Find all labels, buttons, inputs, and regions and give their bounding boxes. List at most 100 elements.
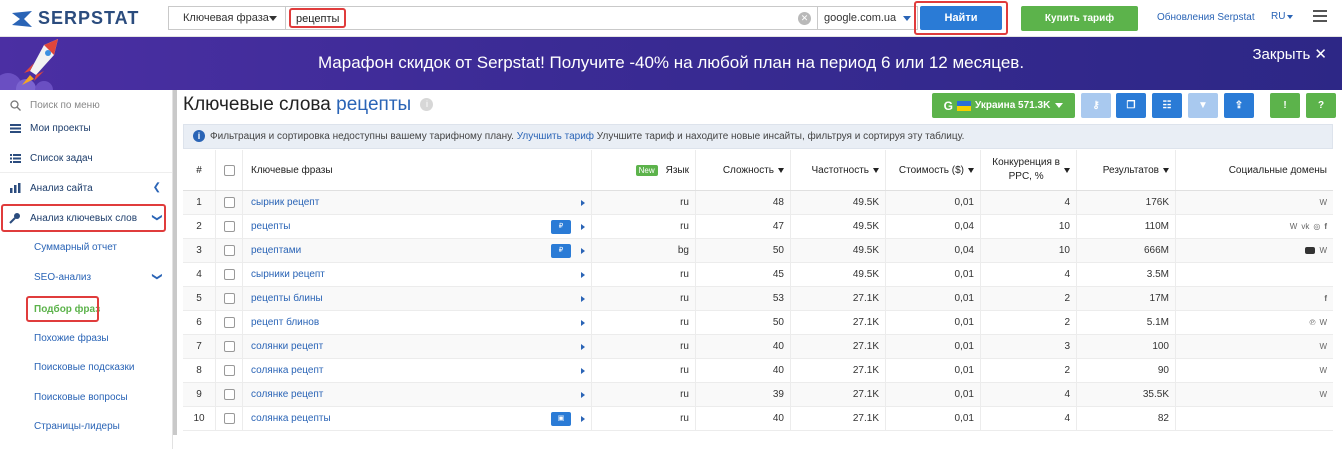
help-button[interactable]: ?	[1306, 93, 1336, 118]
wikipedia-icon[interactable]: W	[1319, 198, 1327, 207]
row-checkbox[interactable]	[223, 389, 235, 400]
wikipedia-icon[interactable]: W	[1289, 222, 1298, 231]
row-checkbox[interactable]	[223, 197, 235, 208]
instagram-icon[interactable]: ◎	[1313, 222, 1321, 231]
table-row[interactable]: 8 солянка рецепт ru 40 27.1K 0,01 2 90 W	[183, 359, 1333, 383]
table-row[interactable]: 1 сырник рецепт ru 48 49.5K 0,01 4 176K W	[183, 191, 1333, 215]
sidebar-scrollbar[interactable]	[173, 90, 177, 435]
row-checkbox[interactable]	[223, 269, 235, 280]
wikipedia-icon[interactable]: W	[1319, 366, 1327, 375]
table-row[interactable]: 3 рецептами ₽ bg 50 49.5K 0,04 10 666M W	[183, 239, 1333, 263]
row-checkbox[interactable]	[223, 293, 235, 304]
row-checkbox[interactable]	[223, 245, 235, 256]
expand-arrow-icon[interactable]	[581, 199, 585, 206]
row-checkbox[interactable]	[223, 341, 235, 352]
sidebar-item-site-analysis[interactable]: Анализ сайта ❮	[0, 173, 173, 203]
table-row[interactable]: 6 рецепт блинов ru 50 27.1K 0,01 2 5.1M ℗ W	[183, 311, 1333, 335]
ppc-ads-icon[interactable]: ₽	[551, 243, 571, 258]
expand-arrow-icon[interactable]	[581, 271, 585, 278]
facebook-icon[interactable]: f	[1324, 222, 1327, 231]
keyword-link[interactable]: рецептами	[251, 245, 302, 256]
table-row[interactable]: 5 рецепты блины ru 53 27.1K 0,01 2 17M f	[183, 287, 1333, 311]
row-checkbox[interactable]	[223, 317, 235, 328]
wikipedia-icon[interactable]: W	[1319, 318, 1327, 327]
select-all-checkbox[interactable]	[223, 164, 235, 176]
expand-arrow-icon[interactable]	[581, 295, 585, 302]
clear-icon[interactable]: ✕	[798, 12, 811, 25]
wikipedia-icon[interactable]: W	[1319, 342, 1327, 351]
sidebar-item-top-pages[interactable]: Страницы-лидеры	[0, 411, 173, 441]
header-cost[interactable]: Стоимость ($)	[886, 150, 981, 190]
pinterest-icon[interactable]: ℗	[1309, 318, 1316, 327]
header-results[interactable]: Результатов	[1077, 150, 1176, 190]
vk-icon[interactable]: vk	[1301, 222, 1310, 231]
sidebar-item-search-suggestions[interactable]: Поисковые подсказки	[0, 352, 173, 382]
keyword-link[interactable]: солянке рецепт	[251, 389, 324, 400]
keyword-link[interactable]: сырник рецепт	[251, 197, 320, 208]
search-input[interactable]: рецепты ✕	[286, 6, 818, 30]
language-select[interactable]: RU	[1271, 11, 1294, 22]
wikipedia-icon[interactable]: W	[1319, 246, 1327, 255]
feedback-button[interactable]: !	[1270, 93, 1300, 118]
info-icon[interactable]: i	[420, 98, 434, 112]
updates-link[interactable]: Обновления Serpstat	[1157, 12, 1255, 23]
region-select[interactable]: G Украина 571.3K	[932, 93, 1075, 118]
expand-arrow-icon[interactable]	[581, 223, 585, 230]
keyword-link[interactable]: рецепты блины	[251, 293, 323, 304]
sidebar-item-seo-analysis[interactable]: SEO-анализ ❮	[0, 262, 173, 292]
keyword-link[interactable]: солянка рецепт	[251, 365, 324, 376]
search-engine-select[interactable]: google.com.ua	[818, 6, 918, 30]
sidebar-item-label: SEO-анализ	[34, 271, 92, 283]
sidebar-item-keyword-analysis[interactable]: Анализ ключевых слов ❮	[0, 203, 173, 233]
columns-button[interactable]: ☷	[1152, 93, 1182, 118]
search-type-select[interactable]: Ключевая фраза	[168, 6, 286, 30]
header-keyword[interactable]: Ключевые фразы	[243, 150, 592, 190]
header-frequency[interactable]: Частотность	[791, 150, 886, 190]
ppc-ads-icon[interactable]: ₽	[551, 219, 571, 234]
expand-arrow-icon[interactable]	[581, 391, 585, 398]
serpstat-logo[interactable]: SERPSTAT	[12, 8, 139, 29]
table-row[interactable]: 7 солянки рецепт ru 40 27.1K 0,01 3 100 W	[183, 335, 1333, 359]
cell-cost: 0,01	[886, 287, 981, 310]
keyword-link[interactable]: солянка рецепты	[251, 413, 331, 424]
row-checkbox[interactable]	[223, 221, 235, 232]
header-difficulty[interactable]: Сложность	[696, 150, 791, 190]
sidebar-search[interactable]: Поиск по меню	[0, 90, 173, 120]
expand-arrow-icon[interactable]	[581, 415, 585, 422]
wikipedia-icon[interactable]: W	[1319, 390, 1327, 399]
row-checkbox[interactable]	[223, 365, 235, 376]
expand-arrow-icon[interactable]	[581, 247, 585, 254]
export-button[interactable]: ⇪	[1224, 93, 1254, 118]
header-competition[interactable]: Конкуренция в PPC, %	[981, 150, 1077, 190]
copy-button[interactable]: ❐	[1116, 93, 1146, 118]
sidebar-item-similar-phrases[interactable]: Похожие фразы	[0, 323, 173, 353]
expand-arrow-icon[interactable]	[581, 367, 585, 374]
filter-button[interactable]: ▼	[1188, 93, 1218, 118]
find-button[interactable]: Найти	[920, 6, 1002, 30]
menu-icon[interactable]	[1313, 10, 1327, 25]
expand-arrow-icon[interactable]	[581, 319, 585, 326]
buy-plan-button[interactable]: Купить тариф	[1021, 6, 1138, 31]
row-checkbox[interactable]	[223, 413, 235, 424]
keyword-link[interactable]: солянки рецепт	[251, 341, 324, 352]
ppc-ads-icon[interactable]: ▣	[551, 411, 571, 426]
banner-close-button[interactable]: Закрыть ✕	[1252, 46, 1327, 63]
keyword-link[interactable]: сырники рецепт	[251, 269, 325, 280]
facebook-icon[interactable]: f	[1324, 294, 1327, 303]
keyword-link[interactable]: рецепт блинов	[251, 317, 320, 328]
youtube-icon[interactable]	[1305, 247, 1316, 254]
sidebar-item-search-questions[interactable]: Поисковые вопросы	[0, 382, 173, 412]
search-query[interactable]: рецепты	[289, 8, 347, 28]
expand-arrow-icon[interactable]	[581, 343, 585, 350]
table-row[interactable]: 4 сырники рецепт ru 45 49.5K 0,01 4 3.5M	[183, 263, 1333, 287]
keyword-link[interactable]: рецепты	[251, 221, 291, 232]
upgrade-link[interactable]: Улучшить тариф	[516, 131, 595, 142]
sidebar-item-my-projects[interactable]: Мои проекты	[0, 113, 173, 143]
table-row[interactable]: 9 солянке рецепт ru 39 27.1K 0,01 4 35.5K W	[183, 383, 1333, 407]
sidebar-item-task-list[interactable]: Список задач	[0, 143, 173, 173]
sidebar-item-summary-report[interactable]: Суммарный отчет	[0, 232, 173, 262]
table-row[interactable]: 10 солянка рецепты ▣ ru 40 27.1K 0,01 4 82	[183, 407, 1333, 431]
key-button[interactable]: ⚷	[1081, 93, 1111, 118]
sidebar-item-keyword-selection[interactable]: Подбор фраз	[0, 294, 173, 324]
